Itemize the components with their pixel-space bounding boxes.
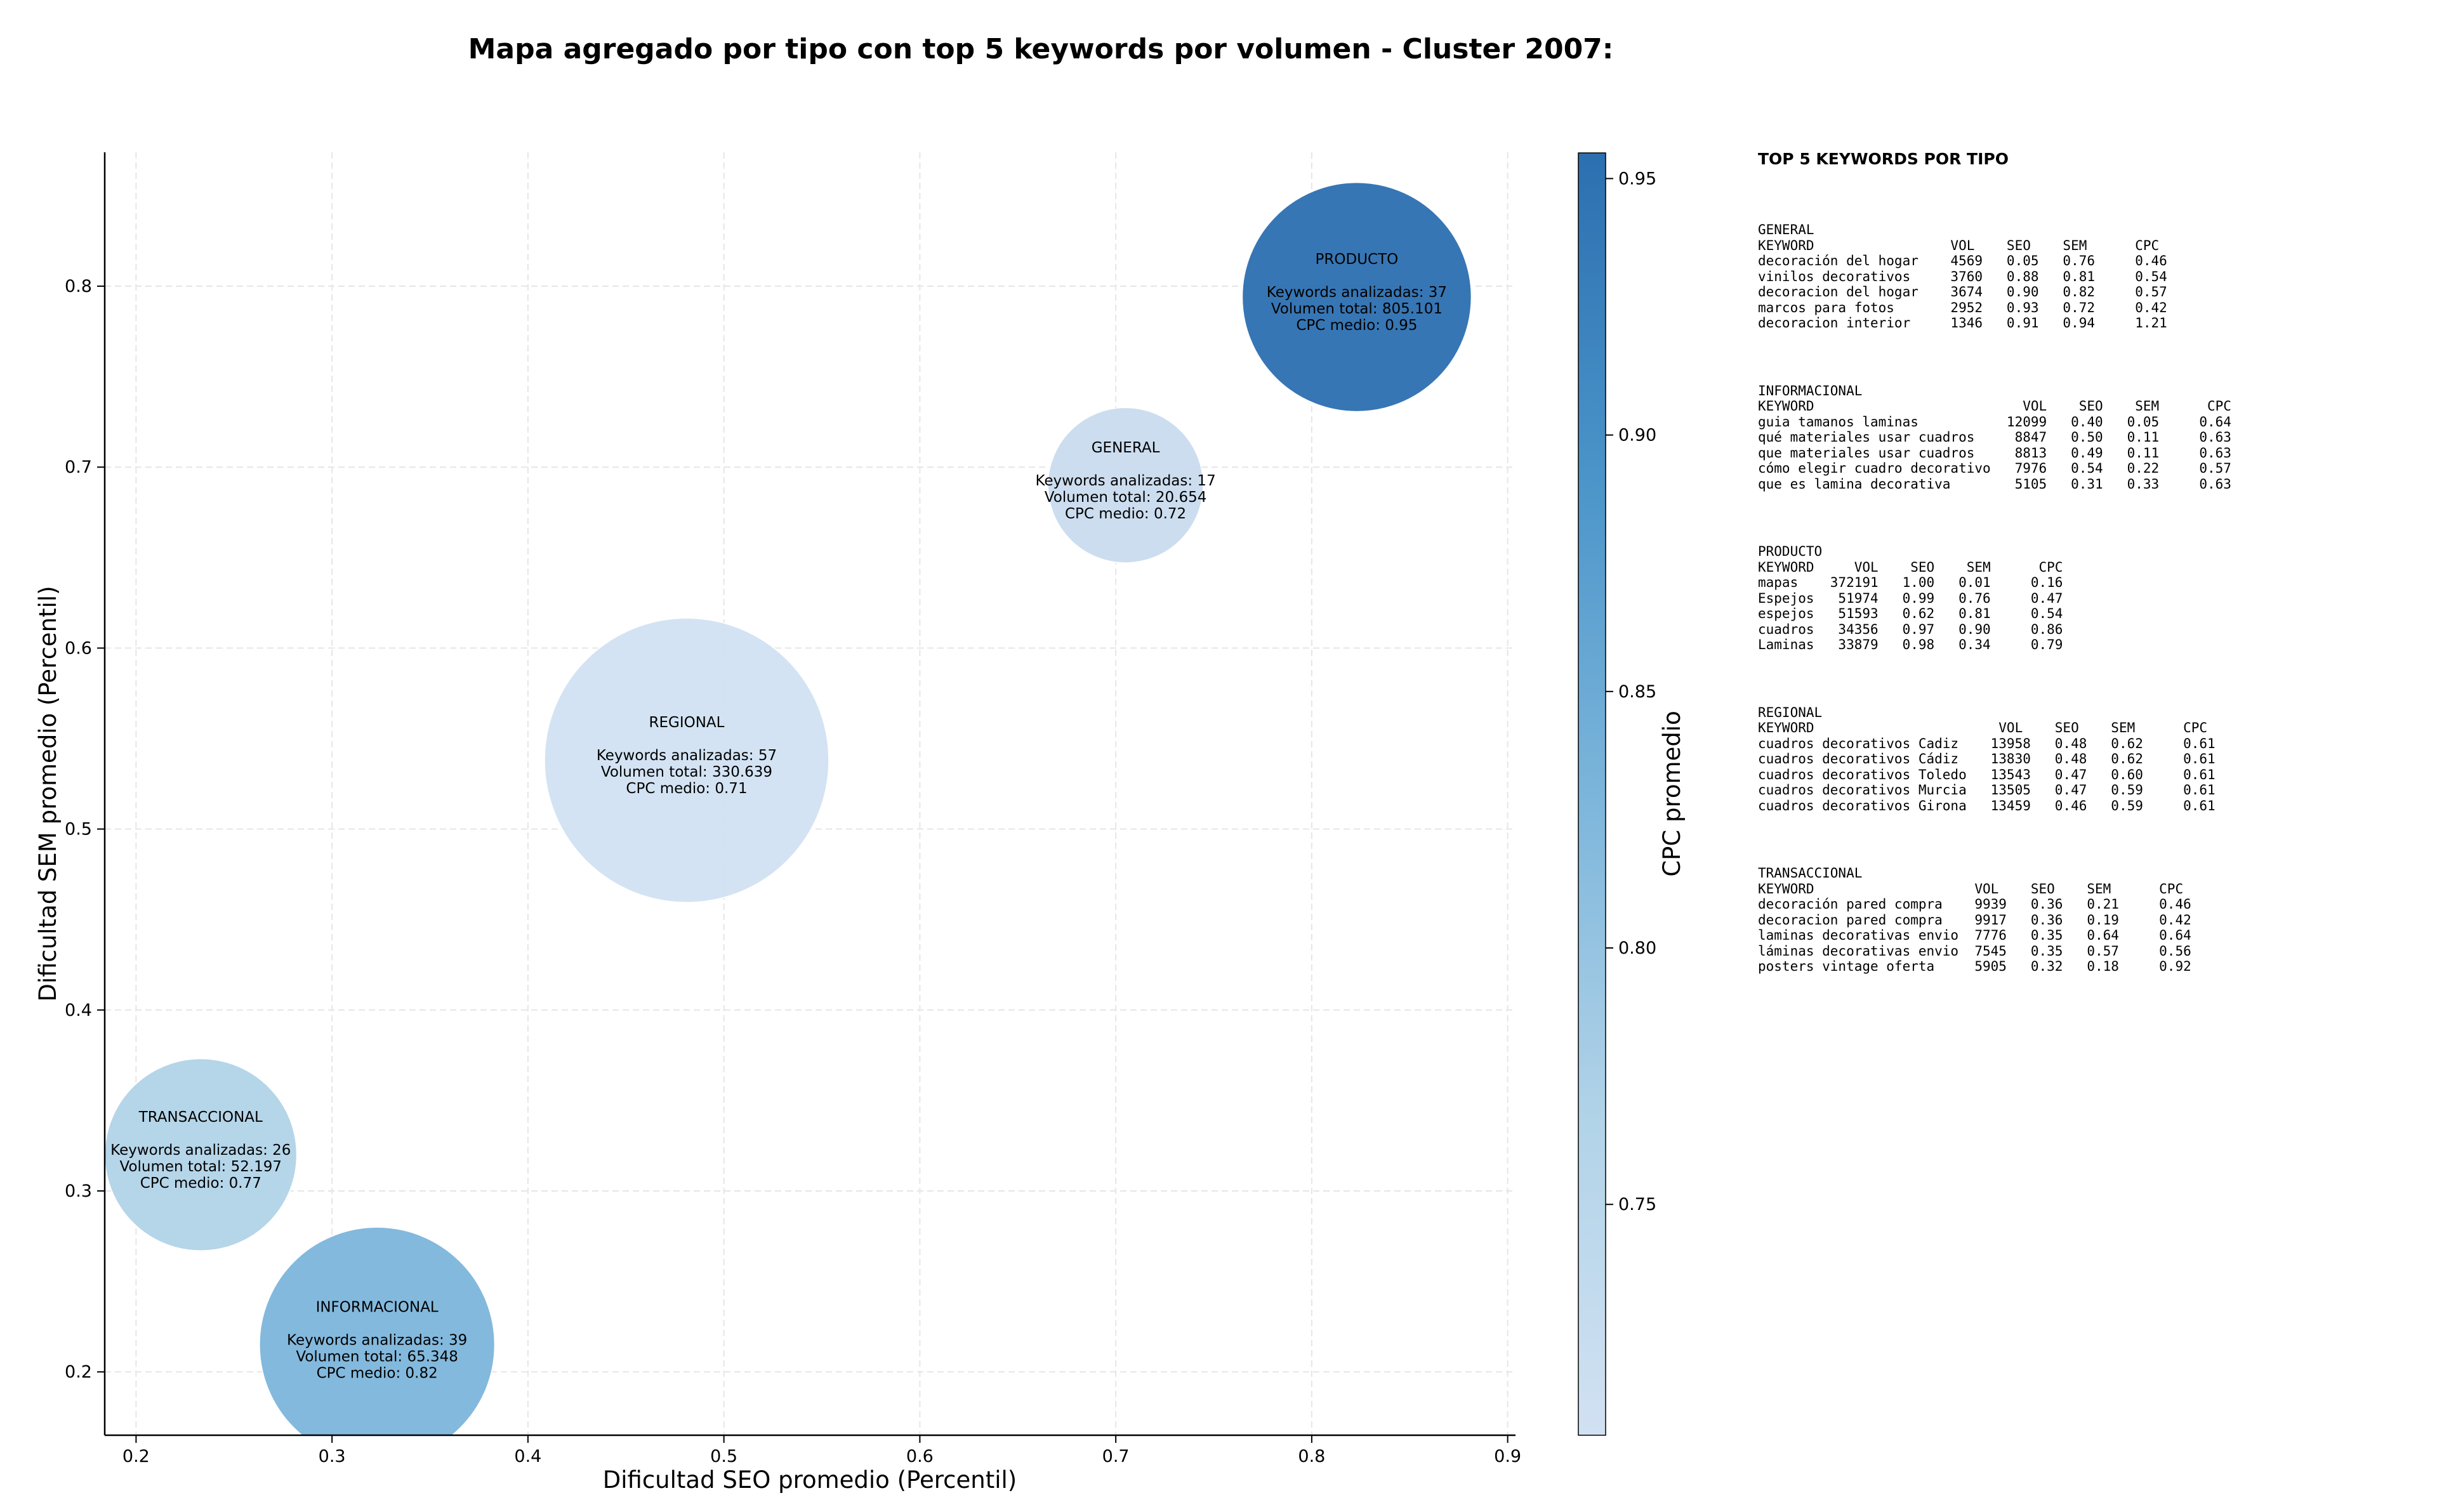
keyword-table-text: INFORMACIONAL KEYWORD VOL SEO SEM CPC gu… bbox=[1758, 383, 2231, 492]
bubble-type-label: TRANSACCIONAL bbox=[138, 1109, 263, 1126]
x-tick-label: 0.6 bbox=[906, 1447, 934, 1466]
bubble-stat-label: Volumen total: 52.197 bbox=[120, 1159, 282, 1175]
colorbar-tick-label: 0.90 bbox=[1618, 426, 1656, 445]
y-tick-label: 0.2 bbox=[65, 1362, 92, 1382]
bubble-stat-label: Volumen total: 805.101 bbox=[1271, 301, 1443, 317]
bubble-type-label: PRODUCTO bbox=[1316, 251, 1399, 268]
axes: 0.2 0.3 0.4 0.5 0.6 0.7 0.8 0.9 0.2 0.3 0.4 0.5 0.6 0… bbox=[65, 152, 1521, 1466]
keyword-table-text: TRANSACCIONAL KEYWORD VOL SEO SEM CPC de… bbox=[1758, 865, 2191, 974]
bubble-stat-label: Keywords analizadas: 17 bbox=[1035, 473, 1215, 489]
colorbar-label: CPC promedio bbox=[1658, 711, 1686, 876]
y-tick-label: 0.5 bbox=[65, 820, 92, 839]
x-axis-label: Dificultad SEO promedio (Percentil) bbox=[603, 1466, 1017, 1494]
panel-title: TOP 5 KEYWORDS POR TIPO bbox=[1758, 150, 2009, 168]
bubble-stat-label: Volumen total: 330.639 bbox=[601, 764, 772, 780]
keyword-table-text: GENERAL KEYWORD VOL SEO SEM CPC decoraci… bbox=[1758, 222, 2167, 331]
bubble-stat-label: Keywords analizadas: 57 bbox=[597, 747, 777, 764]
bubble-informacional bbox=[259, 1226, 496, 1435]
x-tick-label: 0.5 bbox=[710, 1447, 737, 1466]
keyword-table-informacional: INFORMACIONAL KEYWORD VOL SEO SEM CPC gu… bbox=[1758, 383, 2418, 492]
x-tick-label: 0.8 bbox=[1298, 1447, 1325, 1466]
x-tick-label: 0.4 bbox=[514, 1447, 541, 1466]
bubble-stat-label: CPC medio: 0.82 bbox=[317, 1365, 438, 1381]
keyword-table-transaccional: TRANSACCIONAL KEYWORD VOL SEO SEM CPC de… bbox=[1758, 865, 2418, 975]
colorbar-ticks: 0.75 0.80 0.85 0.90 0.95 bbox=[1606, 169, 1656, 1214]
bubble-type-label: REGIONAL bbox=[649, 714, 724, 731]
y-tick-label: 0.4 bbox=[65, 1001, 92, 1020]
bubble-stat-label: CPC medio: 0.71 bbox=[626, 780, 747, 797]
bubble-stat-label: Volumen total: 20.654 bbox=[1045, 489, 1207, 506]
bubble-type-label: GENERAL bbox=[1092, 440, 1160, 456]
bubble-producto bbox=[1241, 181, 1472, 412]
x-tick-label: 0.9 bbox=[1494, 1447, 1521, 1466]
keyword-table-regional: REGIONAL KEYWORD VOL SEO SEM CPC cuadros… bbox=[1758, 705, 2418, 814]
x-tick-label: 0.3 bbox=[319, 1447, 346, 1466]
bubble-stat-label: CPC medio: 0.72 bbox=[1065, 506, 1186, 522]
y-tick-label: 0.3 bbox=[65, 1181, 92, 1201]
bubble-regional bbox=[544, 617, 829, 903]
y-axis-label: Dificultad SEM promedio (Percentil) bbox=[34, 586, 62, 1001]
x-tick-label: 0.2 bbox=[122, 1447, 150, 1466]
colorbar-tick-label: 0.95 bbox=[1618, 169, 1656, 188]
chart-title: Mapa agregado por tipo con top 5 keyword… bbox=[468, 33, 1614, 65]
bubble-stat-label: Keywords analizadas: 39 bbox=[287, 1332, 467, 1348]
colorbar-tick-label: 0.75 bbox=[1618, 1195, 1656, 1214]
colorbar bbox=[1578, 152, 1606, 1436]
y-tick-label: 0.8 bbox=[65, 277, 92, 296]
colorbar-tick-label: 0.80 bbox=[1618, 938, 1656, 958]
y-tick-label: 0.7 bbox=[65, 457, 92, 477]
keywords-panel: TOP 5 KEYWORDS POR TIPO GENERAL KEYWORD … bbox=[1758, 150, 2418, 1027]
bubble-stat-label: Volumen total: 65.348 bbox=[296, 1348, 458, 1365]
keyword-table-text: REGIONAL KEYWORD VOL SEO SEM CPC cuadros… bbox=[1758, 704, 2216, 813]
keyword-table-producto: PRODUCTO KEYWORD VOL SEO SEM CPC mapas 3… bbox=[1758, 544, 2418, 653]
bubble-type-label: INFORMACIONAL bbox=[316, 1299, 439, 1315]
y-tick-label: 0.6 bbox=[65, 638, 92, 658]
keyword-table-general: GENERAL KEYWORD VOL SEO SEM CPC decoraci… bbox=[1758, 222, 2418, 331]
bubbles bbox=[105, 181, 1472, 1435]
bubble-general bbox=[1047, 407, 1204, 563]
bubble-stat-label: CPC medio: 0.77 bbox=[140, 1175, 261, 1192]
bubble-stat-label: Keywords analizadas: 26 bbox=[110, 1142, 291, 1159]
bubble-stat-label: CPC medio: 0.95 bbox=[1296, 317, 1417, 334]
colorbar-tick-label: 0.85 bbox=[1618, 682, 1656, 702]
x-tick-label: 0.7 bbox=[1102, 1447, 1130, 1466]
bubble-stat-label: Keywords analizadas: 37 bbox=[1267, 284, 1447, 301]
keyword-table-text: PRODUCTO KEYWORD VOL SEO SEM CPC mapas 3… bbox=[1758, 544, 2063, 652]
